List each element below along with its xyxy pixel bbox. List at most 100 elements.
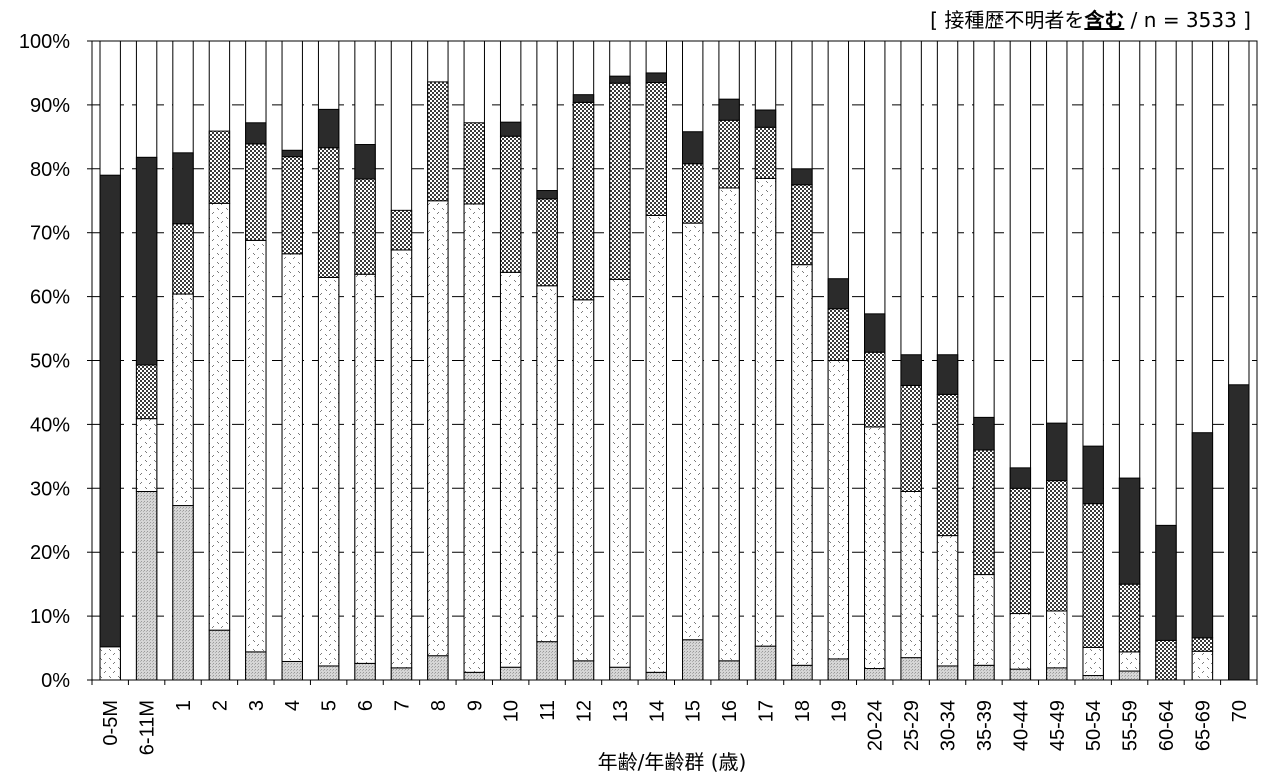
- y-tick-label: 90%: [30, 95, 70, 117]
- bar-segment: [791, 664, 813, 681]
- bar-segment: [572, 94, 595, 103]
- bar-segment: [827, 278, 850, 310]
- bar-segment: [245, 239, 267, 653]
- bar-segment: [135, 490, 158, 681]
- bar-segment: [99, 646, 121, 681]
- y-tick-label: 10%: [30, 606, 70, 628]
- x-tick-label: 4: [282, 700, 304, 711]
- bar-segment: [390, 209, 413, 251]
- bar-segment: [354, 144, 376, 180]
- bar-segment: [281, 149, 303, 158]
- bar-segment: [1009, 668, 1032, 681]
- bar-segment: [827, 308, 850, 361]
- bar-segment: [427, 655, 449, 681]
- bar-segment: [754, 177, 777, 647]
- plot-frame: [91, 40, 1258, 681]
- bar-segment: [463, 122, 485, 205]
- x-tick-label: 3: [246, 700, 268, 711]
- bar-segment: [1009, 467, 1032, 489]
- bar-segment: [1191, 432, 1214, 639]
- bar-segment: [1082, 646, 1104, 677]
- bar-segment: [754, 126, 777, 179]
- bar-segment: [936, 535, 959, 667]
- bar-segment: [245, 143, 267, 241]
- bar-segment: [572, 299, 595, 662]
- bar-segment: [536, 285, 558, 643]
- bar-segment: [973, 574, 995, 666]
- bar-segment: [973, 449, 995, 576]
- bar-segment: [245, 651, 267, 681]
- bar-segment: [900, 657, 922, 681]
- x-tick-label: 6-11M: [137, 700, 159, 755]
- x-tick-label: 45-49: [1047, 700, 1069, 751]
- bar-segment: [645, 214, 667, 673]
- bar-segment: [1082, 675, 1104, 681]
- bar-segment: [900, 354, 922, 386]
- bar-segment: [1009, 487, 1032, 615]
- bar-segment: [936, 665, 959, 681]
- x-tick-label: 10: [501, 700, 523, 722]
- x-tick-label: 7: [391, 700, 413, 711]
- bar-segment: [973, 416, 995, 451]
- bar-segment: [172, 223, 194, 295]
- bar-segment: [1118, 477, 1141, 585]
- y-tick-label: 20%: [30, 542, 70, 564]
- x-tick-label: 14: [646, 700, 668, 722]
- y-tick-label: 60%: [30, 287, 70, 309]
- bar-segment: [281, 253, 303, 662]
- bar-segment: [536, 641, 558, 681]
- bar-segment: [1118, 651, 1141, 672]
- bar-segment: [208, 629, 231, 681]
- x-tick-label: 60-64: [1156, 700, 1178, 751]
- bar-segment: [1009, 613, 1032, 670]
- header-emphasis: 含む: [1084, 8, 1125, 32]
- bar-segment: [900, 384, 922, 492]
- x-tick-label: 13: [610, 700, 632, 722]
- x-tick-label: 5: [319, 700, 341, 711]
- bar-segment: [754, 645, 777, 681]
- bar-segment: [536, 198, 558, 287]
- x-tick-label: 12: [573, 700, 595, 722]
- x-tick-label: 6: [355, 700, 377, 711]
- bar-segment: [718, 660, 740, 681]
- bar-segment: [609, 75, 631, 84]
- bar-segment: [718, 119, 740, 189]
- header-prefix: [ 接種歴不明者を: [930, 8, 1085, 32]
- bar-segment: [864, 426, 886, 669]
- bar-segment: [609, 278, 631, 668]
- bars: [99, 40, 1250, 681]
- bar-segment: [609, 82, 631, 280]
- bar-segment: [682, 639, 704, 681]
- bar-segment: [317, 147, 340, 278]
- bar-segment: [281, 660, 303, 681]
- bar-segment: [718, 98, 740, 121]
- bar-segment: [1155, 639, 1177, 681]
- bar-segment: [135, 418, 158, 492]
- bar-segment: [1155, 524, 1177, 641]
- bar-segment: [499, 666, 522, 681]
- x-tick-label: 50-54: [1083, 700, 1105, 751]
- bar-segment: [354, 662, 376, 681]
- bar-segment: [645, 72, 667, 84]
- bar-segment: [572, 660, 595, 681]
- bar-segment: [864, 351, 886, 428]
- bar-segment: [900, 490, 922, 659]
- bar-segment: [1082, 503, 1104, 648]
- x-tick-label: 9: [464, 700, 486, 711]
- bar-segment: [317, 108, 340, 149]
- y-tick-label: 70%: [30, 223, 70, 245]
- bar-segment: [172, 293, 194, 507]
- bar-segment: [645, 82, 667, 216]
- x-tick-label: 19: [828, 700, 850, 722]
- x-tick-label: 35-39: [974, 700, 996, 751]
- y-tick-label: 100%: [19, 31, 70, 53]
- bar-segment: [463, 203, 485, 673]
- x-tick-label: 20-24: [865, 700, 887, 751]
- bar-segment: [172, 152, 194, 225]
- bar-segment: [791, 184, 813, 266]
- x-tick-label: 25-29: [901, 700, 923, 751]
- x-tick-label: 70: [1229, 700, 1251, 722]
- x-tick-label: 65-69: [1192, 700, 1214, 751]
- bar-segment: [354, 273, 376, 664]
